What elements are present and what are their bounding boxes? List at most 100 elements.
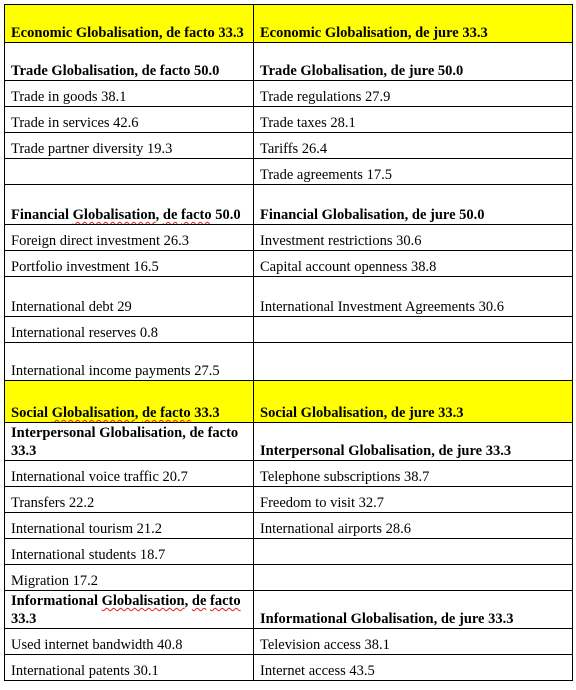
de-jure-indicator-cell: Capital account openness 38.8: [253, 250, 573, 277]
cell-text: International airports 28.6: [260, 521, 411, 537]
globalisation-index-table: Economic Globalisation, de facto 33.3 Eco…: [4, 4, 573, 681]
spellcheck-underlined-word: Globalisation: [72, 207, 156, 223]
de-jure-heading-cell: Social Globalisation, de jure 33.3: [253, 380, 573, 423]
cell-text: Portfolio investment 16.5: [11, 259, 159, 275]
spellcheck-underlined-word: de: [191, 593, 207, 609]
cell-text: Used internet bandwidth 40.8: [11, 637, 183, 653]
cell-text: 33.3: [190, 405, 220, 421]
de-jure-heading-cell: Trade Globalisation, de jure 50.0: [253, 42, 573, 81]
spellcheck-underlined-word: de: [162, 207, 178, 223]
table-row: International income payments 27.5: [4, 342, 573, 381]
cell-text: International patents 30.1: [11, 663, 159, 679]
table-row: International patents 30.1 Internet acces…: [4, 654, 573, 681]
cell-text: Trade Globalisation, de facto 50.0: [11, 63, 220, 79]
cell-text: Trade Globalisation, de jure 50.0: [260, 63, 464, 79]
table-row: Foreign direct investment 26.3 Investment…: [4, 224, 573, 251]
cell-text: Investment restrictions 30.6: [260, 233, 422, 249]
table-row: Migration 17.2: [4, 564, 573, 591]
de-facto-indicator-cell: International students 18.7: [4, 538, 254, 565]
cell-text: Social: [11, 405, 52, 421]
cell-text: International students 18.7: [11, 547, 166, 563]
de-facto-indicator-cell: Transfers 22.2: [4, 486, 254, 513]
section-header-row: Economic Globalisation, de facto 33.3 Eco…: [4, 4, 573, 43]
de-jure-indicator-cell: [253, 316, 573, 343]
de-jure-heading-cell: Economic Globalisation, de jure 33.3: [253, 4, 573, 43]
de-jure-indicator-cell: International Investment Agreements 30.6: [253, 276, 573, 317]
de-facto-heading-cell: Interpersonal Globalisation, de facto 33…: [4, 422, 254, 461]
cell-text: Trade agreements 17.5: [260, 167, 392, 183]
cell-text: 50.0: [211, 207, 241, 223]
table-row: International debt 29 International Inve…: [4, 276, 573, 317]
cell-text: International Investment Agreements 30.6: [260, 299, 505, 315]
subsection-header-row: Trade Globalisation, de facto 50.0 Trade …: [4, 42, 573, 81]
cell-text: International debt 29: [11, 299, 132, 315]
subsection-header-row: Informational Globalisation, de facto 33…: [4, 590, 573, 629]
de-jure-indicator-cell: Television access 38.1: [253, 628, 573, 655]
cell-text: Internet access 43.5: [260, 663, 375, 679]
table-row: Used internet bandwidth 40.8 Television …: [4, 628, 573, 655]
cell-text: Transfers 22.2: [11, 495, 95, 511]
de-jure-heading-cell: Financial Globalisation, de jure 50.0: [253, 184, 573, 225]
de-facto-indicator-cell: International voice traffic 20.7: [4, 460, 254, 487]
de-facto-indicator-cell: International debt 29: [4, 276, 254, 317]
de-facto-indicator-cell: International income payments 27.5: [4, 342, 254, 381]
de-jure-heading-cell: Interpersonal Globalisation, de jure 33.…: [253, 422, 573, 461]
spellcheck-underlined-word: facto: [181, 207, 212, 223]
cell-text: Trade regulations 27.9: [260, 89, 391, 105]
cell-text: Trade partner diversity 19.3: [11, 141, 173, 157]
cell-text: Tariffs 26.4: [260, 141, 328, 157]
de-facto-indicator-cell: Trade in goods 38.1: [4, 80, 254, 107]
cell-text: Migration 17.2: [11, 573, 98, 589]
de-facto-heading-cell: Social Globalisation, de facto 33.3: [4, 380, 254, 423]
cell-text: Financial Globalisation, de jure 50.0: [260, 207, 485, 223]
spellcheck-underlined-word: de facto: [141, 405, 191, 421]
cell-text: Television access 38.1: [260, 637, 390, 653]
cell-text: International reserves 0.8: [11, 325, 158, 341]
cell-text: Economic Globalisation, de facto 33.3: [11, 25, 244, 41]
de-jure-indicator-cell: Tariffs 26.4: [253, 132, 573, 159]
cell-text: Informational Globalisation, de jure 33.…: [260, 611, 514, 627]
cell-text: Interpersonal Globalisation, de facto 33…: [11, 425, 239, 459]
de-facto-heading-cell: Informational Globalisation, de facto 33…: [4, 590, 254, 629]
cell-text: Telephone subscriptions 38.7: [260, 469, 430, 485]
spellcheck-underlined-word: Globalisation: [101, 593, 185, 609]
de-jure-indicator-cell: Trade agreements 17.5: [253, 158, 573, 185]
spellcheck-underlined-word: Globalisation: [51, 405, 135, 421]
cell-text: Trade in services 42.6: [11, 115, 139, 131]
de-jure-indicator-cell: Telephone subscriptions 38.7: [253, 460, 573, 487]
table-row: International voice traffic 20.7 Telephon…: [4, 460, 573, 487]
de-jure-indicator-cell: [253, 538, 573, 565]
table-row: Trade partner diversity 19.3 Tariffs 26.4: [4, 132, 573, 159]
cell-text: ,: [134, 405, 142, 421]
table-row: Portfolio investment 16.5 Capital account…: [4, 250, 573, 277]
table-row: Trade in goods 38.1 Trade regulations 27.…: [4, 80, 573, 107]
subsection-header-row: Interpersonal Globalisation, de facto 33…: [4, 422, 573, 461]
cell-text: International voice traffic 20.7: [11, 469, 188, 485]
cell-text: Interpersonal Globalisation, de jure 33.…: [260, 443, 512, 459]
de-jure-indicator-cell: Internet access 43.5: [253, 654, 573, 681]
cell-text: Capital account openness 38.8: [260, 259, 437, 275]
cell-text: Financial: [11, 207, 73, 223]
cell-text: Economic Globalisation, de jure 33.3: [260, 25, 488, 41]
de-jure-heading-cell: Informational Globalisation, de jure 33.…: [253, 590, 573, 629]
de-jure-indicator-cell: [253, 564, 573, 591]
de-jure-indicator-cell: Trade taxes 28.1: [253, 106, 573, 133]
de-facto-indicator-cell: Trade partner diversity 19.3: [4, 132, 254, 159]
section-header-row: Social Globalisation, de facto 33.3 Soci…: [4, 380, 573, 423]
de-jure-indicator-cell: Freedom to visit 32.7: [253, 486, 573, 513]
de-facto-indicator-cell: International reserves 0.8: [4, 316, 254, 343]
cell-text: ,: [155, 207, 163, 223]
cell-text: Social Globalisation, de jure 33.3: [260, 405, 464, 421]
subsection-header-row: Financial Globalisation, de facto 50.0 Fi…: [4, 184, 573, 225]
table-row: Transfers 22.2 Freedom to visit 32.7: [4, 486, 573, 513]
spellcheck-underlined-word: facto: [210, 593, 241, 609]
table-row: Trade agreements 17.5: [4, 158, 573, 185]
cell-text: Trade taxes 28.1: [260, 115, 356, 131]
de-facto-indicator-cell: Used internet bandwidth 40.8: [4, 628, 254, 655]
de-jure-indicator-cell: Trade regulations 27.9: [253, 80, 573, 107]
de-facto-heading-cell: Trade Globalisation, de facto 50.0: [4, 42, 254, 81]
de-facto-indicator-cell: Portfolio investment 16.5: [4, 250, 254, 277]
de-jure-indicator-cell: [253, 342, 573, 381]
cell-text: Foreign direct investment 26.3: [11, 233, 189, 249]
cell-text: International income payments 27.5: [11, 363, 220, 379]
